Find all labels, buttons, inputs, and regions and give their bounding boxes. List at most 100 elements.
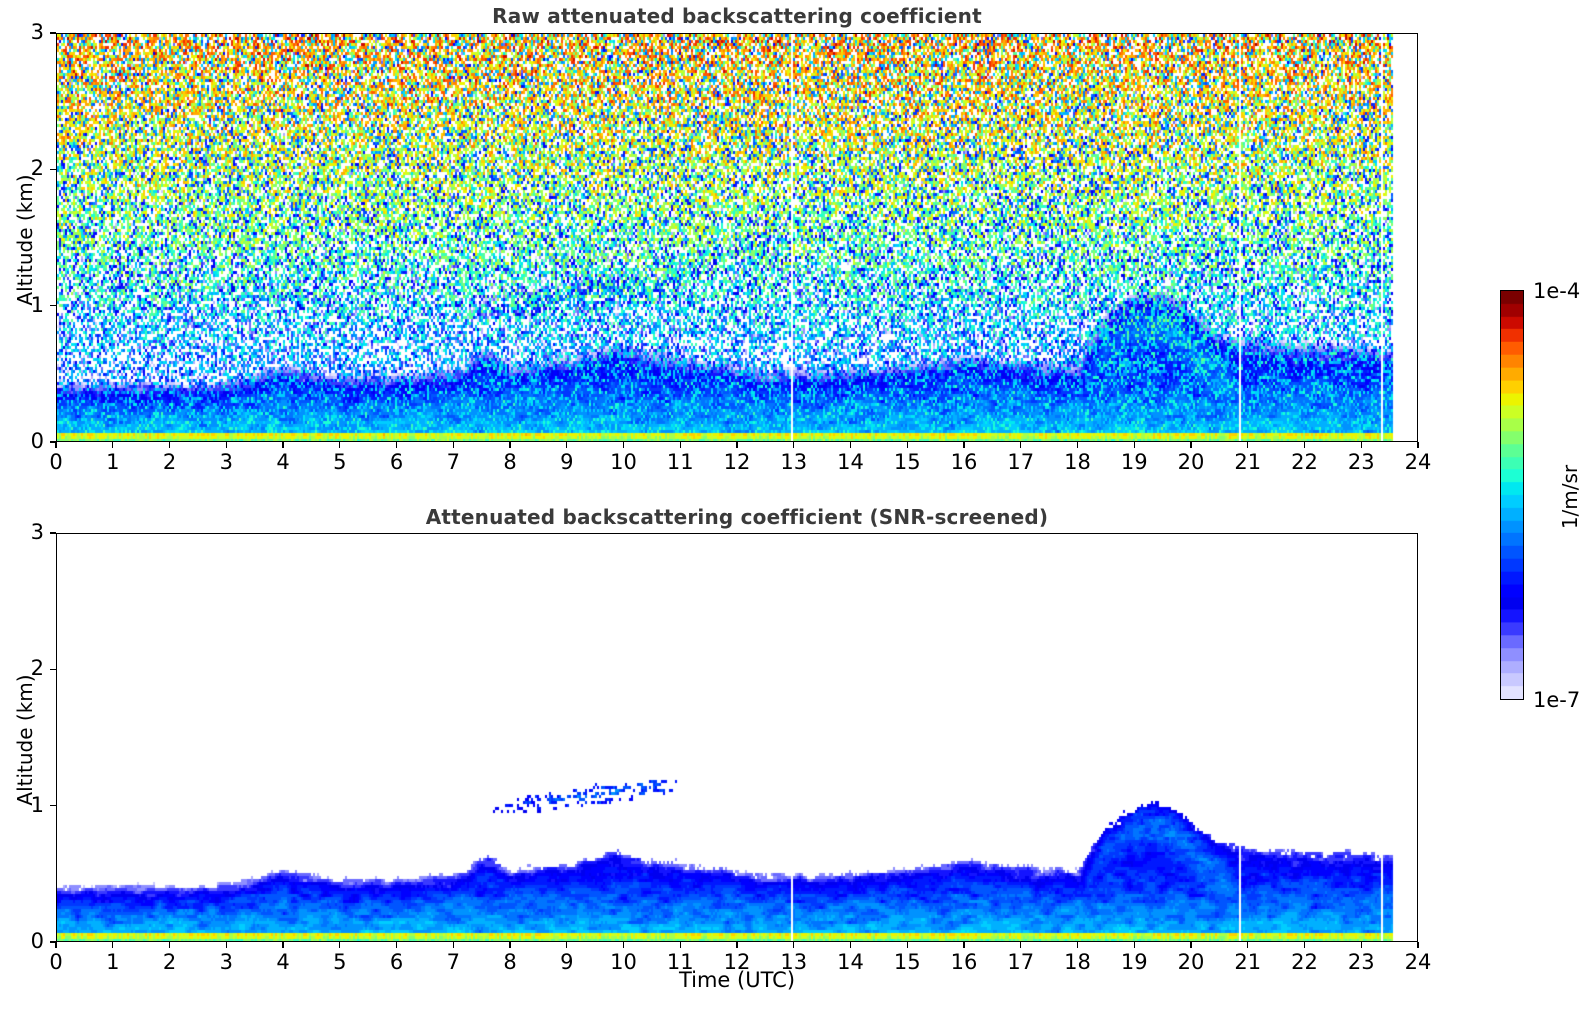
y-ticklabel-screened: 0 <box>30 929 44 953</box>
x-ticklabel-raw: 4 <box>276 450 290 474</box>
x-ticklabel-screened: 13 <box>780 950 808 974</box>
x-ticklabel-screened: 19 <box>1120 950 1148 974</box>
x-ticklabel-raw: 15 <box>893 450 921 474</box>
x-ticklabel-raw: 10 <box>610 450 637 474</box>
x-ticklabel-screened: 1 <box>106 950 120 974</box>
y-ticklabel-raw: 3 <box>30 20 44 44</box>
colorbar-min-label: 1e-7 <box>1533 688 1581 712</box>
x-tick-raw <box>736 442 738 448</box>
x-tick-raw <box>1303 442 1306 448</box>
x-ticklabel-screened: 21 <box>1234 950 1262 974</box>
x-tick-screened <box>566 942 568 948</box>
x-axis-label: Time (UTC) <box>678 968 796 992</box>
x-tick-screened <box>1417 942 1419 948</box>
x-ticklabel-screened: 22 <box>1291 950 1318 974</box>
y-ticklabel-screened: 1 <box>30 792 44 817</box>
x-ticklabel-screened: 8 <box>503 950 517 974</box>
x-tick-raw <box>1133 442 1135 448</box>
y-ticklabel-raw: 1 <box>30 292 44 317</box>
colorbar[interactable] <box>1500 290 1524 700</box>
x-ticklabel-screened: 15 <box>893 950 921 974</box>
x-ticklabel-raw: 22 <box>1291 450 1318 474</box>
y-tick-raw <box>50 304 56 307</box>
x-ticklabel-screened: 23 <box>1347 950 1375 974</box>
x-ticklabel-screened: 9 <box>560 950 574 974</box>
x-tick-raw <box>1020 442 1022 448</box>
x-tick-screened <box>906 942 908 948</box>
y-ticklabel-screened: 3 <box>30 520 44 544</box>
y-tick-screened <box>50 804 56 807</box>
x-ticklabel-raw: 17 <box>1007 450 1035 474</box>
x-tick-raw <box>55 442 57 448</box>
y-ticklabel-screened: 2 <box>30 656 44 681</box>
x-tick-screened <box>622 942 625 948</box>
y-tick-raw <box>50 441 56 443</box>
x-ticklabel-raw: 0 <box>49 450 63 474</box>
x-tick-raw <box>395 442 398 448</box>
x-tick-screened <box>793 942 795 948</box>
x-ticklabel-raw: 12 <box>723 450 751 474</box>
x-tick-raw <box>793 442 795 448</box>
panel-title-screened: Attenuated backscattering coefficient (S… <box>425 505 1049 529</box>
x-tick-raw <box>225 442 227 448</box>
x-tick-screened <box>679 942 681 948</box>
x-tick-raw <box>849 442 852 448</box>
x-tick-screened <box>1133 942 1135 948</box>
x-ticklabel-screened: 0 <box>49 950 63 974</box>
x-tick-raw <box>168 442 171 448</box>
x-ticklabel-raw: 18 <box>1064 450 1091 474</box>
x-ticklabel-screened: 12 <box>723 950 751 974</box>
x-tick-screened <box>168 942 171 948</box>
x-tick-screened <box>282 942 284 948</box>
x-tick-screened <box>1020 942 1022 948</box>
x-tick-raw <box>679 442 681 448</box>
x-tick-screened <box>736 942 738 948</box>
x-ticklabel-raw: 20 <box>1177 450 1205 474</box>
x-ticklabel-raw: 11 <box>666 450 694 474</box>
x-ticklabel-screened: 20 <box>1177 950 1205 974</box>
x-tick-screened <box>1076 942 1079 948</box>
x-tick-raw <box>1190 442 1192 448</box>
x-tick-screened <box>1360 942 1362 948</box>
y-ticklabel-raw: 0 <box>30 429 44 453</box>
x-ticklabel-screened: 4 <box>276 950 290 974</box>
x-ticklabel-raw: 21 <box>1234 450 1262 474</box>
colorbar-max-label: 1e-4 <box>1533 279 1581 303</box>
y-tick-screened <box>50 941 56 943</box>
x-ticklabel-raw: 23 <box>1347 450 1375 474</box>
x-tick-raw <box>452 442 454 448</box>
x-tick-raw <box>112 442 114 448</box>
x-tick-raw <box>282 442 284 448</box>
y-tick-raw <box>50 168 56 171</box>
colorbar-title: 1/m/sr <box>1558 464 1582 530</box>
x-ticklabel-raw: 1 <box>106 450 120 474</box>
plot-area-screened[interactable] <box>56 533 1418 942</box>
x-tick-screened <box>55 942 57 948</box>
x-tick-screened <box>849 942 852 948</box>
x-ticklabel-raw: 2 <box>162 450 177 474</box>
x-ticklabel-screened: 5 <box>333 950 347 974</box>
x-ticklabel-screened: 10 <box>610 950 637 974</box>
x-ticklabel-raw: 19 <box>1120 450 1148 474</box>
x-ticklabel-raw: 8 <box>503 450 517 474</box>
y-ticklabel-raw: 2 <box>30 156 44 181</box>
x-tick-screened <box>963 942 965 948</box>
x-ticklabel-screened: 7 <box>446 950 460 974</box>
x-tick-screened <box>395 942 398 948</box>
x-tick-raw <box>509 442 511 448</box>
x-tick-raw <box>1360 442 1362 448</box>
panel-title-raw: Raw attenuated backscattering coefficien… <box>492 4 982 28</box>
x-tick-screened <box>509 942 511 948</box>
colorbar-gradient <box>1501 291 1523 699</box>
x-ticklabel-screened: 6 <box>389 950 404 974</box>
x-ticklabel-raw: 3 <box>219 450 233 474</box>
x-tick-screened <box>339 942 341 948</box>
plot-area-raw[interactable] <box>56 33 1418 442</box>
x-ticklabel-screened: 2 <box>162 950 177 974</box>
x-tick-screened <box>452 942 454 948</box>
y-tick-raw <box>50 32 56 34</box>
x-tick-screened <box>1190 942 1192 948</box>
x-ticklabel-screened: 18 <box>1064 950 1091 974</box>
x-tick-raw <box>963 442 965 448</box>
